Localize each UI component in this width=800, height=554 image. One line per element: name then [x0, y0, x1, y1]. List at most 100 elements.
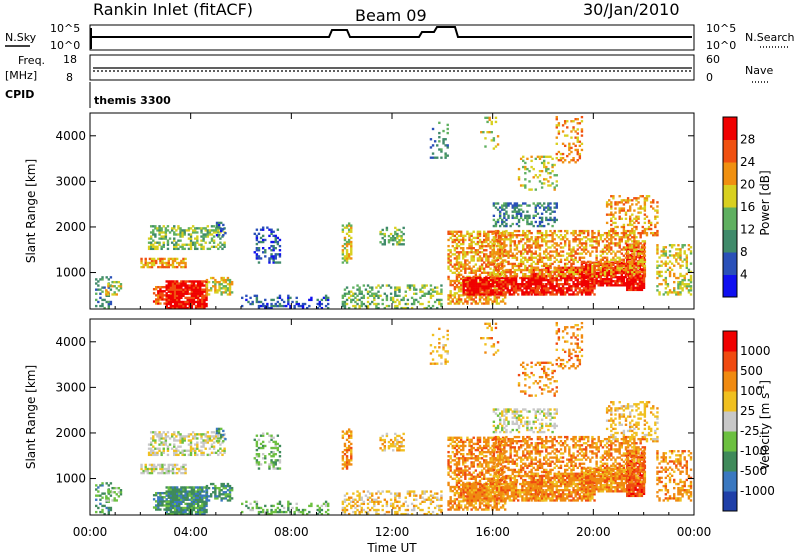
power-cell — [175, 296, 179, 300]
power-cell — [507, 252, 510, 255]
power-cell — [487, 293, 491, 296]
power-cell — [487, 255, 490, 258]
power-cell — [506, 276, 509, 280]
power-cell — [496, 218, 500, 222]
power-cell — [101, 290, 104, 293]
power-cell — [396, 241, 399, 244]
power-cell — [499, 261, 503, 264]
power-cell — [631, 275, 634, 278]
power-cell — [200, 247, 203, 251]
power-cell — [381, 284, 384, 287]
power-cell — [549, 184, 552, 187]
power-cell — [498, 275, 502, 278]
power-cell — [578, 268, 582, 272]
power-cell — [662, 278, 665, 282]
power-cell — [207, 293, 211, 296]
power-cell — [515, 236, 519, 239]
power-cell — [464, 238, 467, 242]
power-cell — [576, 234, 579, 237]
velocity-cell — [180, 512, 183, 516]
power-cell — [547, 264, 550, 268]
power-cell — [622, 229, 626, 233]
power-cell — [201, 306, 204, 310]
power-cell — [152, 261, 156, 265]
power-cell — [470, 285, 474, 288]
power-cell — [634, 274, 637, 277]
power-cell — [513, 248, 517, 251]
power-cell — [477, 276, 480, 280]
velocity-cell — [205, 510, 208, 514]
power-cell — [447, 265, 450, 268]
power-cell — [356, 294, 359, 297]
power-cell — [152, 257, 156, 261]
power-cell — [447, 249, 450, 252]
power-cell — [618, 270, 621, 274]
power-cell — [582, 280, 586, 283]
power-cell — [449, 236, 452, 240]
power-cell — [656, 272, 659, 276]
power-cell — [557, 124, 561, 127]
power-cell — [524, 256, 527, 259]
power-cell — [175, 304, 179, 308]
power-cell — [526, 216, 529, 220]
velocity-cell — [178, 492, 181, 495]
power-cell — [587, 275, 590, 279]
velocity-cell — [192, 506, 196, 510]
power-cell — [495, 265, 498, 268]
power-cell — [107, 306, 111, 310]
power-cell — [383, 239, 387, 242]
power-cell — [451, 238, 454, 242]
power-cell — [524, 266, 527, 270]
power-cell — [462, 265, 465, 268]
power-cell — [270, 257, 273, 260]
power-cell — [483, 289, 486, 292]
power-cell — [371, 292, 374, 295]
power-cell — [173, 280, 177, 283]
power-cell — [536, 266, 540, 270]
power-cell — [377, 306, 380, 310]
power-cell — [175, 298, 179, 302]
power-cell — [165, 280, 168, 283]
power-cell — [530, 278, 533, 282]
power-cell — [538, 224, 542, 228]
velocity-cell — [152, 506, 156, 509]
power-cell — [511, 206, 514, 209]
power-cell — [641, 262, 644, 266]
power-cell — [451, 234, 454, 238]
power-cell — [630, 276, 633, 279]
power-cell — [182, 294, 185, 297]
power-cell — [608, 213, 611, 216]
power-cell — [147, 245, 151, 248]
power-cell — [492, 137, 496, 140]
power-cell — [670, 268, 674, 272]
power-cell — [662, 250, 665, 253]
power-cell — [345, 259, 349, 262]
power-cell — [194, 227, 197, 230]
power-cell — [522, 155, 525, 158]
velocity-cell — [194, 490, 198, 493]
power-cell — [553, 285, 556, 288]
power-cell — [637, 260, 640, 264]
velocity-cell — [157, 496, 160, 499]
power-cell — [543, 178, 546, 181]
power-cell — [472, 278, 476, 282]
power-cell — [685, 260, 689, 263]
velocity-cell — [199, 486, 202, 489]
power-cell — [628, 209, 632, 212]
power-cell — [350, 290, 353, 293]
power-cell — [326, 296, 330, 300]
power-cell — [570, 268, 573, 272]
power-cell — [178, 300, 181, 304]
power-cell — [107, 293, 110, 296]
power-cell — [589, 252, 592, 255]
power-cell — [444, 156, 447, 159]
power-cell — [628, 270, 631, 273]
power-cell — [472, 298, 475, 301]
power-cell — [517, 210, 521, 213]
power-cell — [620, 217, 623, 220]
power-cell — [352, 286, 355, 289]
power-cell — [601, 280, 605, 283]
power-cell — [341, 261, 345, 264]
power-cell — [184, 292, 187, 295]
power-cell — [570, 256, 573, 259]
